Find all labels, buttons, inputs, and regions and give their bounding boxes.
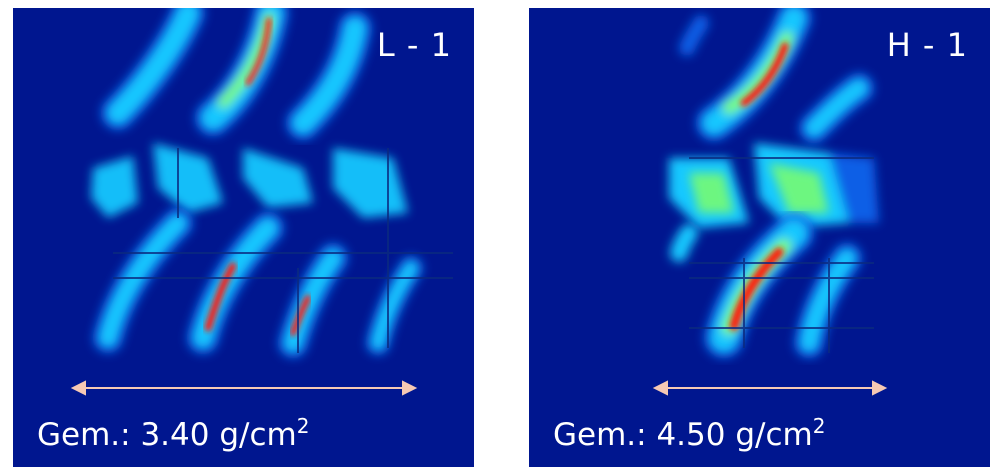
pressure-heatmap-left: [70, 8, 453, 396]
density-label: Gem.: 3.40 g/cm2: [37, 414, 309, 453]
width-arrow-left: [70, 380, 418, 396]
pressure-heatmap-right: [652, 8, 888, 396]
width-arrow-right: [652, 380, 888, 396]
density-label: Gem.: 4.50 g/cm2: [553, 414, 825, 453]
density-exponent: 2: [296, 414, 310, 438]
pressure-map-left: L - 1 Gem.: 3.40 g/cm2: [13, 8, 474, 467]
density-prefix: Gem.:: [37, 417, 131, 453]
density-value: 4.50: [656, 417, 726, 453]
sample-label: L - 1: [376, 26, 452, 64]
sample-label: H - 1: [886, 26, 968, 64]
density-prefix: Gem.:: [553, 417, 647, 453]
density-unit: g/cm: [735, 417, 813, 453]
density-exponent: 2: [812, 414, 826, 438]
density-value: 3.40: [140, 417, 210, 453]
pressure-map-right: H - 1 Gem.: 4.50 g/cm2: [529, 8, 990, 467]
density-unit: g/cm: [219, 417, 297, 453]
